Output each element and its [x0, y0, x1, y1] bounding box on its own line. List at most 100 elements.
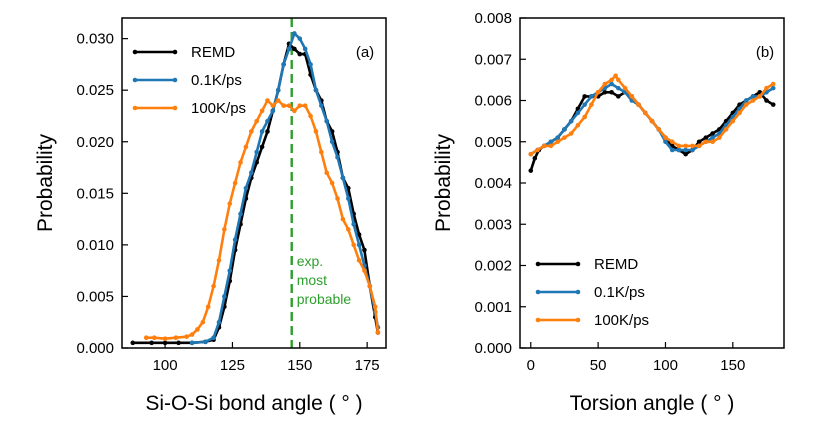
data-point — [270, 103, 276, 108]
data-point — [669, 147, 675, 153]
data-point — [184, 334, 189, 339]
data-point — [710, 139, 715, 145]
data-point — [743, 98, 749, 103]
y-axis-title: Probability — [432, 133, 455, 232]
data-point — [259, 129, 265, 134]
x-tick-label: 100 — [153, 357, 178, 374]
y-tick-label: 0.002 — [474, 258, 512, 275]
x-axis-title: Torsion angle ( ° ) — [570, 392, 735, 415]
data-point — [548, 143, 554, 149]
data-point — [703, 139, 709, 145]
data-point — [616, 85, 621, 91]
data-point — [629, 94, 635, 99]
data-point — [173, 335, 179, 340]
data-point — [730, 118, 736, 124]
data-point — [265, 129, 270, 134]
data-point — [770, 102, 776, 107]
data-point — [265, 98, 270, 103]
data-point — [528, 151, 534, 157]
y-tick-label: 0.001 — [474, 299, 512, 316]
y-tick-label: 0.005 — [76, 288, 114, 305]
data-point — [189, 332, 195, 337]
data-point — [575, 122, 581, 128]
legend-label: 0.1K/ps — [594, 284, 645, 301]
data-point — [232, 180, 238, 186]
data-point — [764, 98, 769, 103]
data-point — [265, 118, 270, 124]
data-point — [532, 155, 538, 161]
y-tick-label: 0.008 — [474, 10, 512, 27]
data-point — [200, 319, 206, 325]
data-point — [297, 36, 303, 41]
data-point — [340, 175, 346, 181]
data-point — [249, 170, 254, 175]
data-point — [308, 113, 313, 119]
data-point — [143, 335, 149, 340]
data-point — [703, 135, 709, 140]
data-point — [292, 108, 297, 114]
data-point — [232, 237, 238, 243]
data-point — [663, 139, 668, 145]
data-point — [717, 135, 722, 140]
x-tick-label: 150 — [287, 357, 312, 374]
y-tick-label: 0.025 — [76, 82, 114, 99]
data-point — [275, 87, 281, 93]
data-point — [211, 283, 216, 289]
data-point — [176, 340, 181, 346]
data-point — [595, 89, 601, 95]
data-point — [362, 247, 367, 253]
reference-annotation: exp. — [297, 253, 323, 269]
panel-b: 0 50 100 150 0.000 0.001 0.002 0.003 0.004 0.005 0… — [432, 10, 785, 415]
legend-marker — [172, 105, 178, 111]
legend-marker — [575, 289, 581, 295]
data-point — [710, 131, 715, 136]
data-point — [372, 304, 378, 310]
data-point — [149, 340, 154, 346]
data-point — [555, 135, 561, 140]
data-point — [281, 62, 286, 67]
data-point — [324, 118, 330, 124]
series-line — [530, 74, 774, 156]
legend-marker — [132, 77, 138, 83]
data-point — [609, 89, 614, 95]
data-point — [205, 304, 211, 310]
data-point — [216, 258, 222, 263]
data-point — [770, 85, 776, 91]
y-tick-label: 0.004 — [474, 175, 512, 192]
data-point — [292, 31, 297, 36]
data-point — [737, 110, 742, 116]
data-point — [286, 103, 292, 108]
data-point — [616, 94, 621, 99]
data-point — [642, 110, 648, 116]
axes-frame — [121, 17, 387, 349]
data-point — [613, 73, 618, 79]
legend-marker — [535, 261, 541, 267]
y-axis-title: Probability — [34, 133, 57, 232]
data-point — [203, 339, 208, 345]
series-100K/ps — [528, 73, 776, 157]
data-point — [696, 143, 702, 149]
x-tick-label: 150 — [720, 357, 745, 374]
data-point — [324, 170, 330, 175]
data-point — [286, 46, 292, 52]
data-point — [243, 185, 249, 191]
data-point — [622, 85, 628, 91]
y-tick-label: 0.000 — [76, 340, 114, 357]
data-point — [602, 81, 608, 87]
data-point — [683, 147, 688, 153]
y-tick-label: 0.020 — [76, 134, 114, 151]
series-line — [191, 32, 380, 345]
data-point — [710, 135, 715, 140]
series-REMD — [528, 89, 776, 173]
data-point — [616, 77, 621, 83]
data-point — [351, 221, 356, 227]
data-point — [281, 103, 286, 108]
x-tick-label: 0 — [527, 357, 535, 374]
data-point — [152, 335, 157, 340]
panel-label: (a) — [356, 44, 374, 61]
panel-a: 100 125 150 175 0.000 0.005 0.010 0.015 0.020 0.0… — [34, 17, 387, 415]
y-tick-label: 0.007 — [474, 51, 512, 68]
data-point — [335, 196, 340, 201]
legend-label: 100K/ps — [594, 312, 649, 329]
legend-label: 100K/ps — [191, 100, 246, 117]
